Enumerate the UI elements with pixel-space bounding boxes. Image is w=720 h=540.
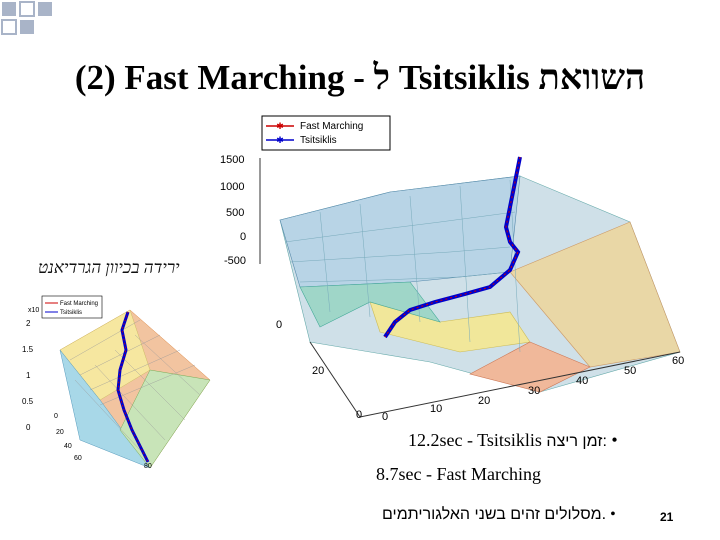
legend-marker-tsitsiklis: ✱: [276, 135, 284, 145]
x-tick-label: 30: [528, 385, 540, 397]
z-tick-label: 0: [240, 231, 246, 243]
small-legend-label-fast-marching: Fast Marching: [60, 301, 98, 307]
small-x-tick: 80: [144, 463, 152, 470]
corner-square: [2, 2, 16, 16]
title-hebrew-word: השוואת: [538, 58, 646, 97]
title-name: Tsitsiklis: [398, 58, 530, 97]
x-tick-label: 40: [576, 375, 588, 387]
corner-square: [38, 2, 52, 16]
corner-decoration: [1, 1, 52, 35]
gradient-descent-label: ירידה בכיוון הגרדיאנט: [38, 258, 180, 277]
main-surface-plot: ✱ Fast Marching ✱ Tsitsiklis 1500 1000 5…: [220, 115, 684, 423]
bullet-same-paths: מסלולים זהים בשני האלגוריתמים. •: [382, 506, 616, 524]
small-z-tick: 0: [26, 423, 31, 432]
corner-square: [19, 1, 35, 17]
x-tick-label: 10: [430, 403, 442, 415]
small-path-fast-marching: [117, 311, 149, 463]
small-x-tick: 20: [56, 429, 64, 436]
runtime-label: זמן ריצה:: [546, 433, 607, 450]
legend-label-tsitsiklis: Tsitsiklis: [300, 135, 337, 146]
bullet-dot: •: [610, 506, 616, 523]
z-tick-label: 1000: [220, 181, 244, 193]
legend-label-fast-marching: Fast Marching: [300, 121, 363, 132]
title-ltr-part: (2) Fast Marching -: [74, 58, 365, 97]
z-tick-label: 500: [226, 207, 244, 219]
x-axis: [359, 351, 681, 418]
bullet-runtime: 12.2sec - Tsitsiklis זמן ריצה: •: [408, 430, 618, 451]
left-tick-label: 0: [276, 319, 282, 331]
small-z-tick: 2: [26, 319, 31, 328]
slide-title: (2) Fast Marching - ל Tsitsiklis השוואת: [0, 58, 720, 98]
path-fast-marching: [384, 156, 521, 338]
small-legend-label-tsitsiklis: Tsitsiklis: [60, 310, 82, 316]
x-tick-label: 50: [624, 365, 636, 377]
small-x-tick: 60: [74, 455, 82, 462]
same-paths-text: מסלולים זהים בשני האלגוריתמים.: [382, 506, 607, 523]
page-number: 21: [660, 510, 674, 524]
small-x-tick: 0: [54, 413, 58, 420]
y-tick-label: 0: [356, 409, 362, 421]
small-surface-mesh: [59, 309, 211, 469]
y-axis: [309, 341, 361, 418]
z-tick-label: 1500: [220, 154, 244, 166]
small-x-tick: 40: [64, 443, 72, 450]
main-legend-box: [261, 115, 391, 151]
x-tick-label: 60: [672, 355, 684, 367]
runtime-fast-marching: 8.7sec - Fast Marching: [376, 464, 541, 484]
small-surface-plot: x10 Fast Marching Tsitsiklis 2 1.5 1 0.5…: [22, 295, 211, 470]
small-z-tick: 0.5: [22, 397, 34, 406]
exp-label: x10: [28, 307, 39, 314]
small-z-tick: 1.5: [22, 345, 34, 354]
bullet-dot: •: [611, 430, 618, 450]
runtime-tsitsiklis: 12.2sec - Tsitsiklis: [408, 430, 542, 450]
surface-mesh: [279, 175, 681, 393]
z-tick-label: -500: [224, 255, 246, 267]
x-tick-label: 0: [382, 411, 388, 423]
y-tick-label: 20: [312, 365, 324, 377]
title-hebrew-l: ל: [373, 58, 390, 97]
x-tick-label: 20: [478, 395, 490, 407]
corner-square: [20, 20, 34, 34]
small-z-tick: 1: [26, 371, 31, 380]
legend-marker-fast-marching: ✱: [276, 121, 284, 131]
corner-square: [1, 19, 17, 35]
